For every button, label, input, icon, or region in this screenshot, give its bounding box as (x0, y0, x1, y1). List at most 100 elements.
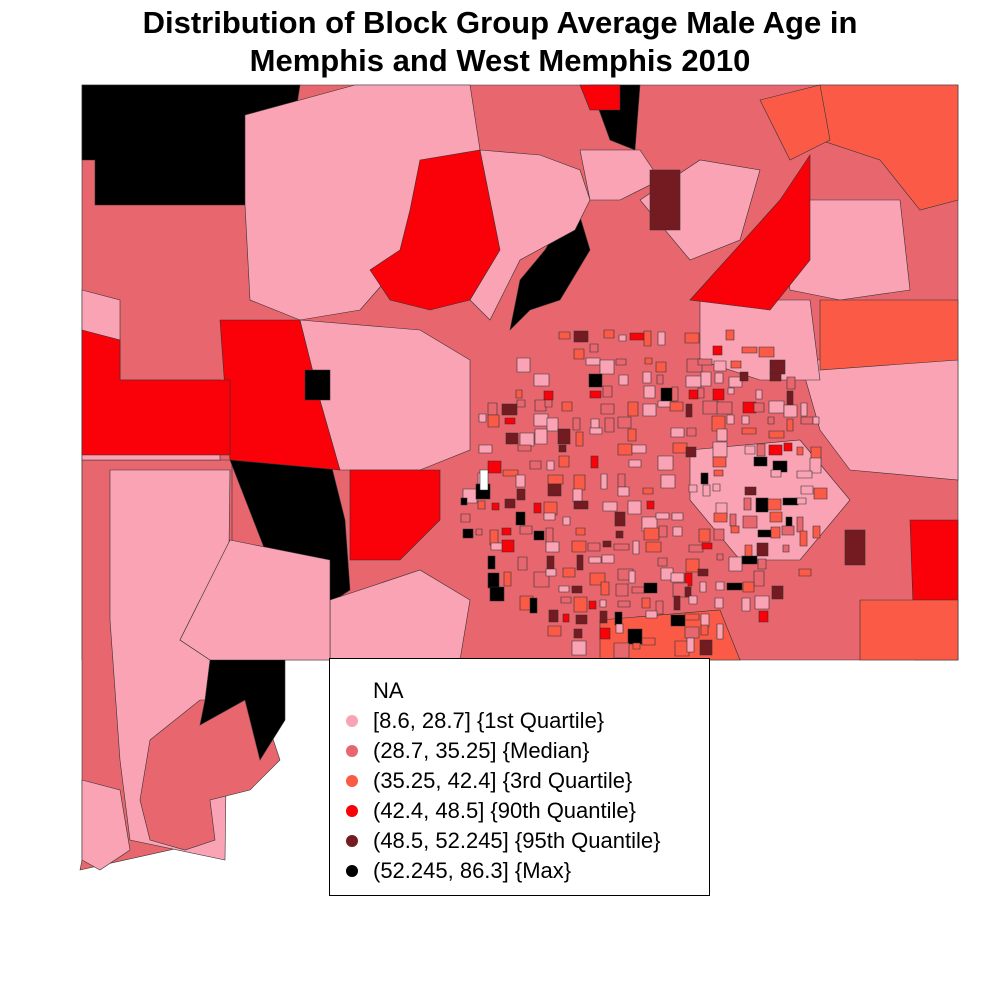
block-group-cell (599, 359, 615, 375)
block-group-cell (627, 401, 639, 417)
legend-label: (35.25, 42.4] {3rd Quartile} (373, 768, 633, 793)
block-group-cell (546, 417, 559, 432)
legend-label: (48.5, 52.245] {95th Quantile} (373, 828, 661, 853)
block-group-cell (712, 456, 727, 468)
block-group-cell (697, 568, 709, 577)
block-group-cell (617, 443, 633, 456)
block-group-cell (660, 474, 676, 489)
block-group-cell (615, 623, 624, 634)
block-group-cell (800, 485, 814, 495)
block-group-cell (768, 430, 785, 439)
block-group-cell (613, 642, 630, 659)
block-group-cell (756, 443, 766, 457)
block-group-cell (715, 581, 725, 591)
block-group-cell (558, 455, 570, 468)
block-group-cell (657, 400, 672, 408)
block-group-18 (349, 469, 441, 561)
block-group-cell (657, 557, 668, 567)
block-group-cell (590, 418, 600, 429)
block-group-cell (785, 516, 793, 528)
block-group-cell (688, 484, 698, 493)
block-group-cell (588, 600, 597, 610)
block-group-cell (641, 637, 656, 646)
block-group-cell (699, 639, 713, 656)
block-group-cell (729, 513, 737, 527)
block-group-cell (796, 446, 804, 456)
block-group-cell (562, 516, 571, 526)
block-group-cell (533, 530, 545, 541)
block-group-cell (533, 373, 550, 387)
block-group-cell (655, 512, 670, 520)
block-group-cell (686, 637, 695, 653)
block-group-cell (669, 401, 684, 412)
block-group-cell (657, 331, 666, 346)
block-group-cell (628, 570, 636, 584)
block-group-cell (769, 359, 786, 375)
block-group-2 (469, 149, 591, 321)
block-group-cell (670, 572, 685, 583)
legend-label: (42.4, 48.5] {90th Quantile} (373, 798, 636, 823)
block-group-cell (770, 469, 782, 478)
block-group-cell (730, 360, 742, 369)
block-group-cell (543, 390, 554, 401)
block-group-cell (533, 571, 550, 588)
block-group-cell (756, 542, 769, 557)
block-group-cell (798, 568, 812, 577)
legend-item: NA (330, 676, 709, 706)
block-group-cell (782, 544, 790, 553)
block-group-cell (786, 376, 796, 390)
block-group-cell (758, 346, 775, 358)
block-group-cell (529, 597, 538, 614)
block-group-cell (503, 571, 512, 587)
block-group-cell (655, 361, 667, 373)
block-group-cell (627, 628, 643, 645)
block-group-cell (643, 385, 656, 399)
block-group-cell (628, 459, 642, 468)
block-group-cell (517, 444, 532, 452)
map-title: Distribution of Block Group Average Male… (0, 4, 1000, 80)
block-group-cell (712, 345, 723, 356)
block-group-cell (684, 626, 700, 639)
block-group-cell (813, 487, 828, 500)
block-group-cell (460, 497, 468, 506)
block-group-cell (726, 414, 735, 425)
block-group-cell (600, 581, 610, 596)
legend: NA [8.6, 28.7] {1st Quartile} (28.7, 35.25… (329, 658, 710, 896)
block-group-cell (741, 415, 750, 425)
block-group-cell (643, 582, 658, 594)
legend-item: (48.5, 52.245] {95th Quantile} (330, 826, 709, 856)
block-group-cell (558, 331, 571, 340)
block-group-cell (685, 446, 697, 458)
block-group-cell (487, 555, 496, 570)
block-group-cell (519, 432, 535, 447)
block-group-cell (713, 528, 725, 541)
block-group-cell (479, 469, 489, 491)
block-group-cell (573, 596, 588, 613)
block-group-cell (769, 372, 782, 382)
block-group-cell (672, 442, 688, 454)
block-group-cell (543, 501, 558, 516)
block-group-cell (545, 541, 560, 553)
block-group-cell (617, 600, 631, 608)
block-group-cell (697, 358, 713, 366)
block-group-cell (753, 456, 768, 467)
block-group-cell (505, 432, 519, 445)
block-group-cell (712, 388, 725, 401)
block-group-cell (656, 374, 664, 385)
block-group-cell (684, 332, 700, 344)
block-group-23 (859, 599, 959, 661)
block-group-cell (557, 428, 571, 445)
block-group-cell (547, 625, 562, 637)
block-group-cell (713, 469, 724, 477)
block-group-cell (670, 427, 685, 438)
block-group-cell (588, 556, 602, 564)
legend-swatch (346, 745, 358, 757)
block-group-cell (562, 613, 570, 623)
block-group-cell (686, 427, 697, 437)
block-group-cell (617, 473, 626, 488)
block-group-cell (702, 400, 719, 415)
block-group-cell (714, 597, 724, 609)
block-group-cell (782, 497, 799, 506)
block-group-cell (547, 483, 562, 497)
